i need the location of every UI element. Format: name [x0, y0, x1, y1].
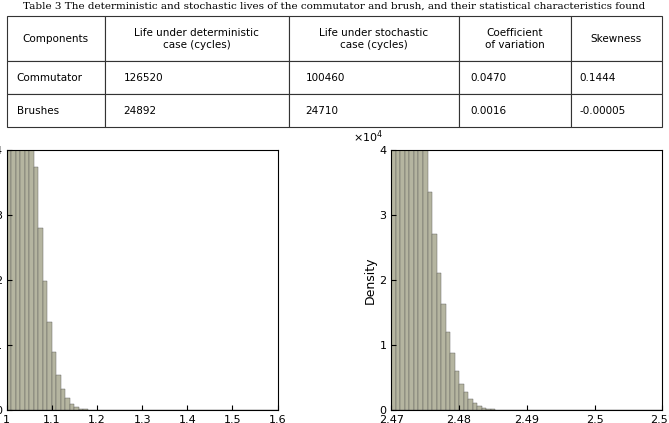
Bar	[414, 63, 419, 410]
Bar	[437, 273, 441, 410]
Bar	[473, 403, 477, 410]
Bar	[43, 281, 47, 410]
Bar	[84, 409, 88, 410]
Bar	[486, 409, 491, 410]
Bar	[38, 228, 43, 410]
Bar	[468, 399, 473, 410]
Bar	[56, 374, 61, 410]
Bar	[477, 406, 482, 410]
Bar	[459, 384, 464, 410]
Bar	[405, 0, 409, 410]
Bar	[74, 407, 79, 410]
Bar	[409, 25, 414, 410]
Bar	[79, 409, 84, 410]
Bar	[66, 398, 70, 410]
Bar	[29, 100, 33, 410]
Bar	[491, 409, 495, 410]
Bar	[401, 0, 405, 410]
Text: Table 3 The deterministic and stochastic lives of the commutator and brush, and : Table 3 The deterministic and stochastic…	[23, 1, 646, 10]
Bar	[47, 322, 52, 410]
Y-axis label: Density: Density	[364, 256, 377, 304]
Bar	[70, 404, 74, 410]
Bar	[464, 393, 468, 410]
Bar	[419, 104, 423, 410]
Bar	[15, 0, 20, 410]
Bar	[7, 0, 11, 410]
Bar	[52, 352, 56, 410]
Bar	[33, 168, 38, 410]
Bar	[20, 0, 25, 410]
Bar	[391, 0, 396, 410]
Bar	[455, 371, 459, 410]
Bar	[61, 389, 66, 410]
Bar	[450, 353, 455, 410]
Bar	[446, 332, 450, 410]
Bar	[423, 148, 427, 410]
Text: $\times10^4$: $\times10^4$	[353, 128, 383, 145]
Bar	[11, 0, 15, 410]
Bar	[25, 29, 29, 410]
Bar	[427, 192, 432, 410]
Bar	[482, 408, 486, 410]
Bar	[396, 0, 401, 410]
Bar	[432, 233, 437, 410]
Bar	[441, 304, 446, 410]
